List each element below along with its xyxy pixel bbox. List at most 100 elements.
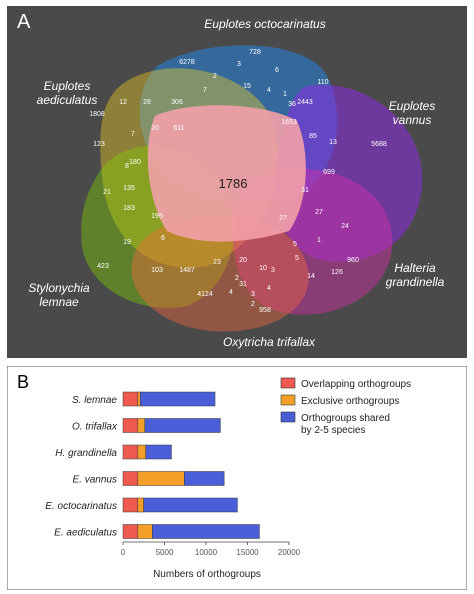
bar-segment-exclusive [138, 445, 146, 459]
panel-a-label: A [17, 11, 31, 33]
category-label: E. aediculatus [54, 528, 117, 539]
venn-region-number: 31 [239, 281, 247, 288]
x-axis-label: Numbers of orthogroups [153, 569, 261, 580]
venn-region-number: 13 [329, 139, 337, 146]
bar-segment-overlapping [123, 419, 138, 433]
venn-region-number: 960 [347, 257, 359, 264]
venn-region-number: 123 [93, 141, 105, 148]
venn-region-number: 180 [129, 159, 141, 166]
venn-region-number: 31 [301, 187, 309, 194]
venn-region-number: 27 [315, 209, 323, 216]
x-tick-label: 20000 [278, 548, 301, 557]
venn-region-number: 699 [323, 169, 335, 176]
category-label: E. octocarinatus [45, 501, 117, 512]
venn-region-number: 3 [251, 291, 255, 298]
venn-region-number: 19 [123, 239, 131, 246]
venn-region-number: 3 [237, 61, 241, 68]
venn-region-number: 2 [251, 301, 255, 308]
venn-region-number: 5 [295, 255, 299, 262]
bar-segment-exclusive [138, 419, 145, 433]
venn-region-number: 85 [309, 133, 317, 140]
venn-region-number: 20 [239, 257, 247, 264]
venn-region-number: 423 [97, 263, 109, 270]
venn-region-number: 27 [279, 215, 287, 222]
venn-region-number: 135 [123, 185, 135, 192]
venn-region-number: 4 [229, 289, 233, 296]
venn-region-number: 1 [283, 91, 287, 98]
venn-region-number: 306 [171, 99, 183, 106]
venn-region-number: 6278 [179, 59, 195, 66]
label-euplotes-octocarinatus: Euplotes octocarinatus [204, 17, 325, 31]
venn-region-number: 195 [151, 213, 163, 220]
bar-segment-exclusive [138, 472, 184, 486]
venn-region-number: 1487 [179, 267, 195, 274]
venn-region-number: 23 [213, 259, 221, 266]
category-label: H. grandinella [55, 448, 117, 459]
venn-region-number: 5688 [371, 141, 387, 148]
venn-region-number: 7 [131, 131, 135, 138]
venn-region-number: 1808 [89, 111, 105, 118]
bar-segment-shared [146, 445, 172, 459]
panel-b-label: B [17, 372, 29, 392]
x-tick-label: 15000 [236, 548, 259, 557]
legend-label-overlapping: Overlapping orthogroups [301, 379, 411, 390]
venn-region-number: 611 [173, 125, 184, 132]
bar-segment-overlapping [123, 498, 138, 512]
venn-region-number: 958 [259, 307, 271, 314]
category-label: O. trifallax [72, 422, 118, 433]
venn-region-number: 126 [331, 269, 343, 276]
bar-segment-overlapping [123, 392, 138, 406]
venn-region-number: 728 [249, 49, 261, 56]
bar-segment-exclusive [138, 498, 144, 512]
bar-segment-exclusive [138, 525, 153, 539]
bar-segment-overlapping [123, 525, 138, 539]
venn-region-number: 6 [275, 67, 279, 74]
venn-region-number: 1653 [281, 119, 297, 126]
venn-region-number: 28 [143, 99, 151, 106]
venn-region-number: 21 [103, 189, 111, 196]
legend-swatch-overlapping [281, 378, 295, 388]
venn-region-number: 5 [293, 241, 297, 248]
x-tick-label: 0 [121, 548, 126, 557]
bar-segment-overlapping [123, 472, 138, 486]
label-euplotes-vannus: Euplotes vannus [389, 99, 436, 127]
label-euplotes-aediculatus: Euplotes aediculatus [37, 79, 98, 107]
venn-region-number: 183 [123, 205, 135, 212]
venn-region-number: 7 [203, 87, 207, 94]
venn-region-number: 12 [119, 99, 127, 106]
venn-center-value: 1786 [219, 176, 248, 191]
venn-region-number: 1 [317, 237, 321, 244]
bar-segment-shared [152, 525, 259, 539]
bar-segment-overlapping [123, 445, 138, 459]
venn-region-number: 110 [317, 79, 328, 86]
x-tick-label: 5000 [156, 548, 174, 557]
venn-region-number: 24 [341, 223, 349, 230]
venn-region-number: 103 [151, 267, 163, 274]
venn-region-number: 20 [151, 125, 159, 132]
category-label: E. vannus [73, 475, 117, 486]
bar-segment-shared [145, 419, 221, 433]
venn-region-number: 4 [267, 87, 271, 94]
bar-segment-exclusive [138, 392, 140, 406]
category-label: S. lemnae [72, 395, 117, 406]
x-tick-label: 10000 [195, 548, 218, 557]
venn-region-number: 14 [307, 273, 315, 280]
venn-region-number: 36 [288, 101, 296, 108]
venn-region-number: 2 [213, 73, 217, 80]
venn-region-number: 15 [243, 83, 251, 90]
legend-swatch-shared [281, 412, 295, 422]
legend-swatch-exclusive [281, 395, 295, 405]
legend-label-exclusive: Exclusive orthogroups [301, 396, 399, 407]
venn-region-number: 2443 [297, 99, 313, 106]
label-oxytricha-trifallax: Oxytricha trifallax [223, 335, 316, 349]
venn-region-number: 4124 [197, 291, 213, 298]
bar-segment-shared [140, 392, 215, 406]
venn-region-number: 6 [161, 235, 165, 242]
venn-region-number: 4 [267, 285, 271, 292]
venn-region-number: 10 [259, 265, 267, 272]
bar-segment-shared [144, 498, 238, 512]
venn-region-number: 3 [271, 267, 275, 274]
venn-region-number: 2 [235, 275, 239, 282]
bar-segment-shared [184, 472, 224, 486]
